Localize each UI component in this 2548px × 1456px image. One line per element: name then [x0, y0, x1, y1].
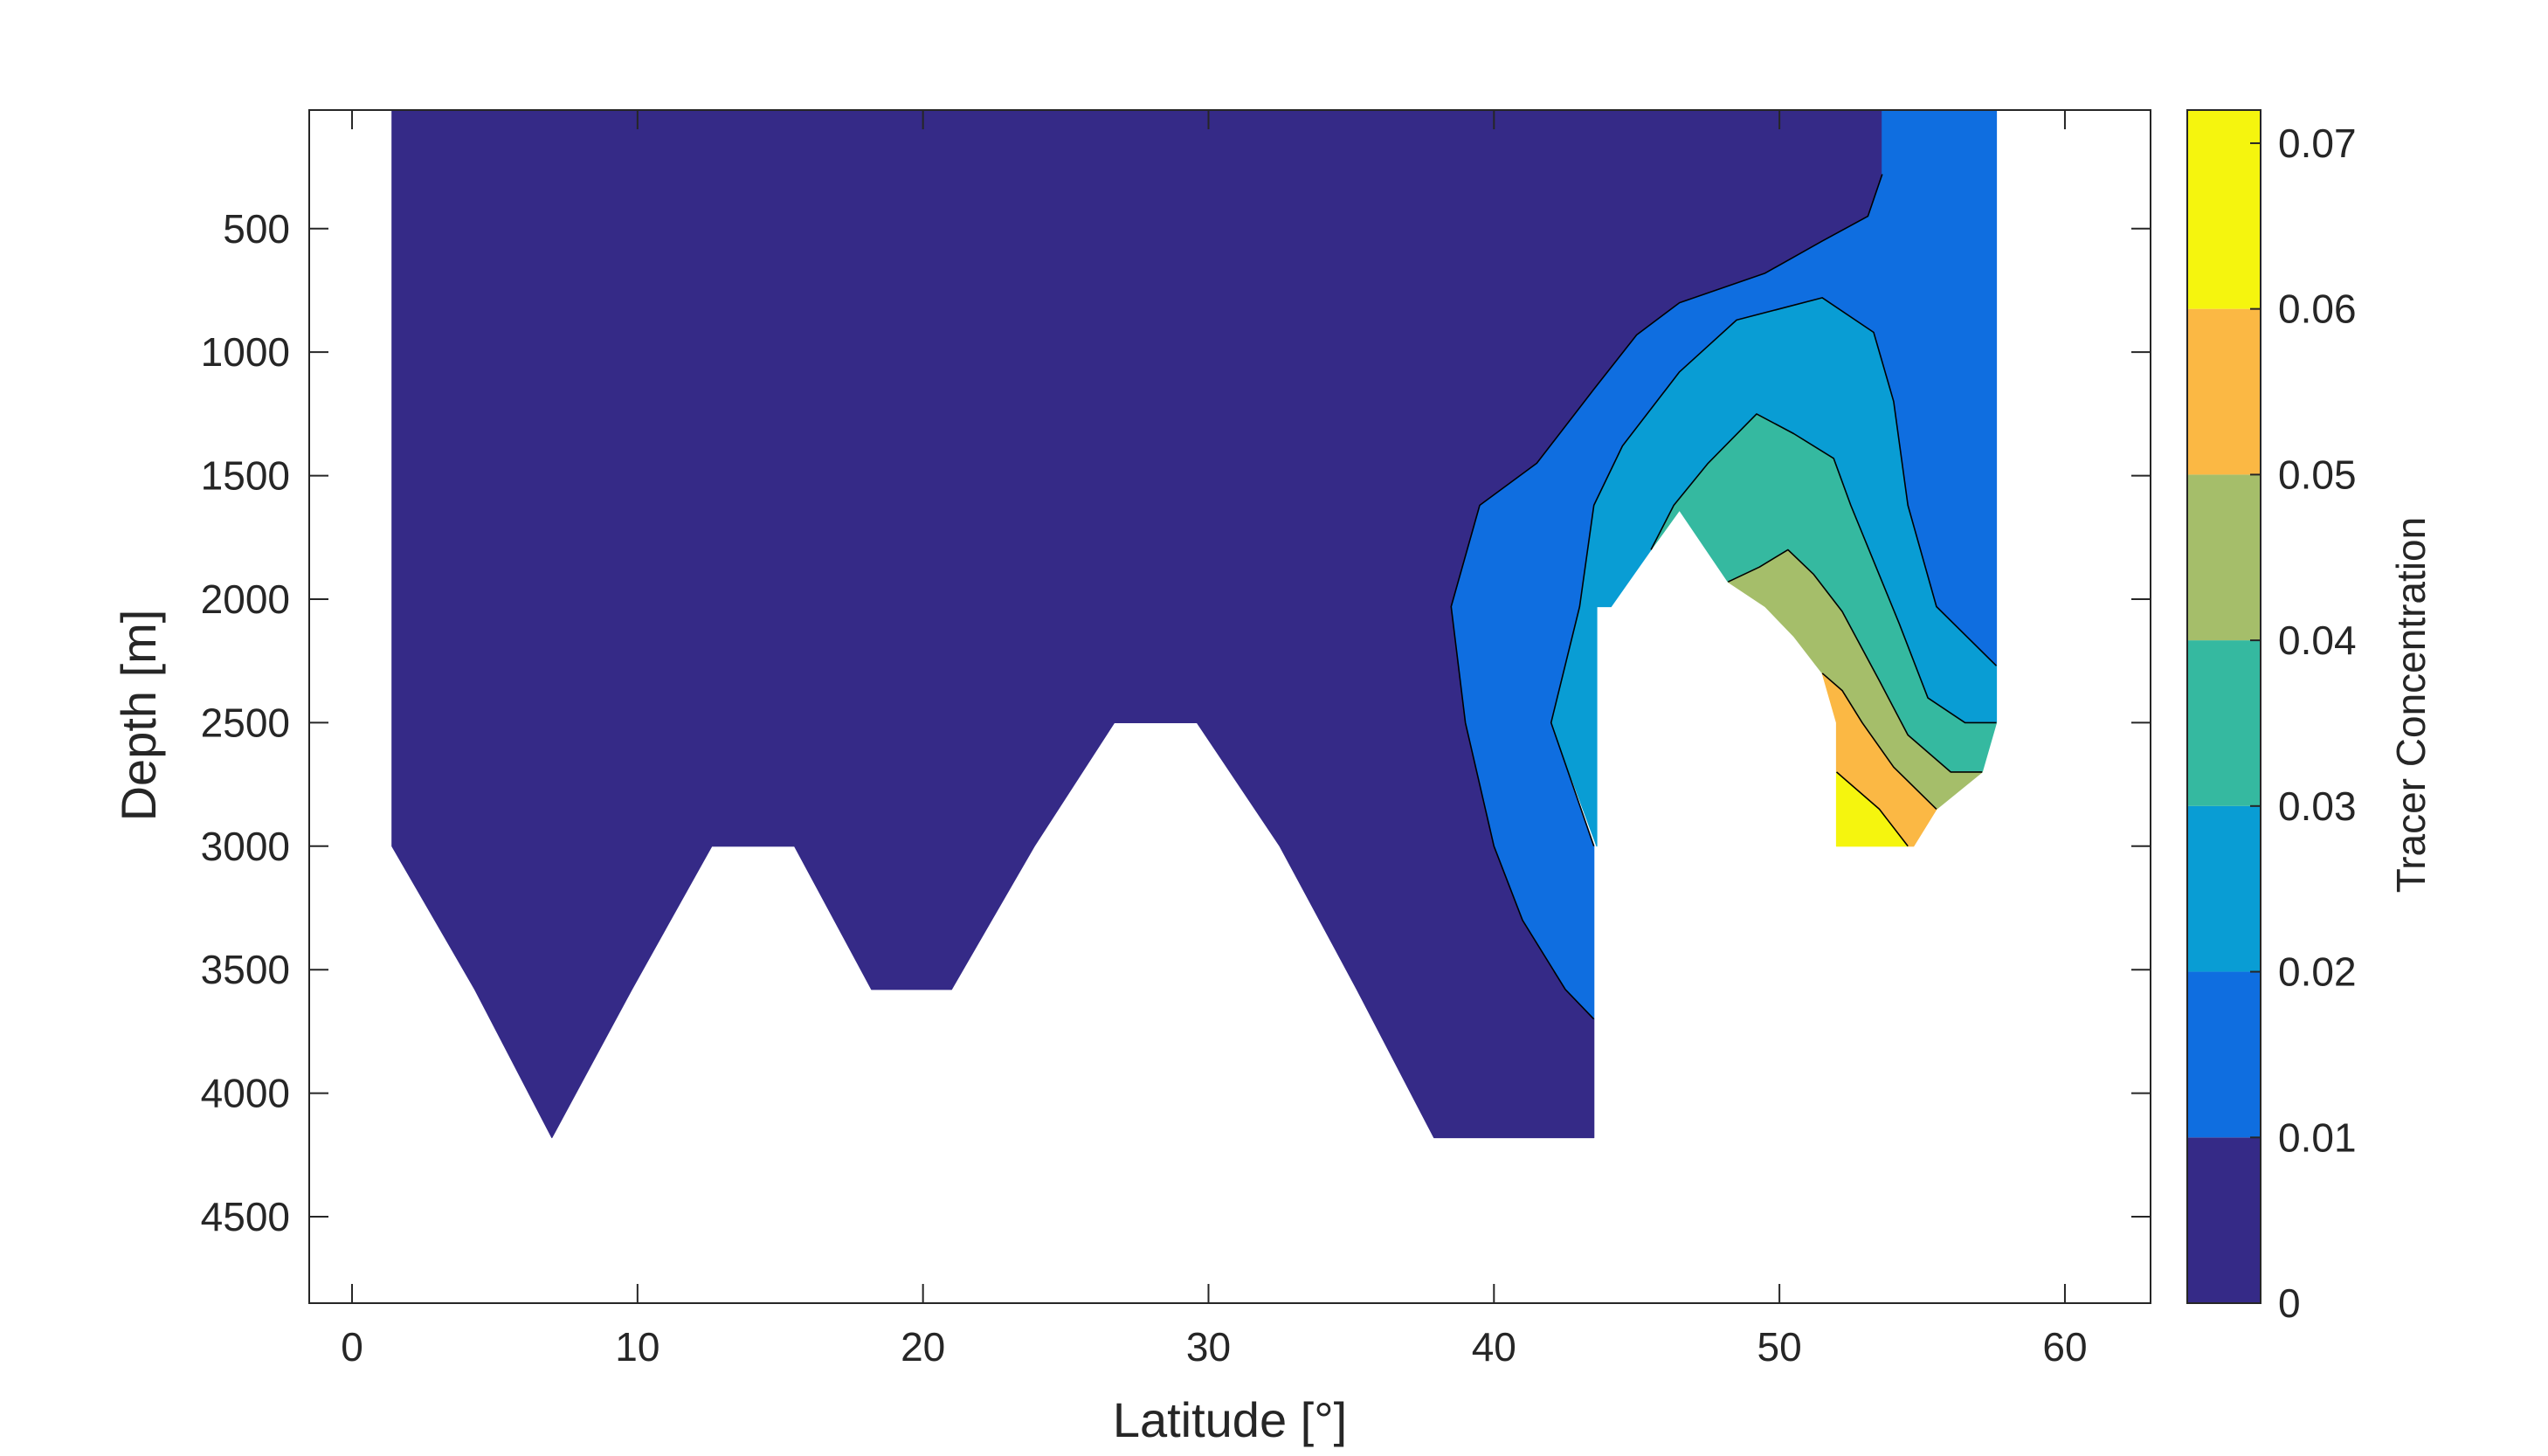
contour-line-1: [1550, 297, 1998, 847]
colorbar-tick-label: 0.04: [2278, 618, 2357, 663]
x-tick-label: 20: [901, 1324, 945, 1370]
colorbar-segment: [2187, 474, 2261, 641]
colorbar-segment: [2187, 971, 2261, 1138]
y-tick-label: 500: [223, 206, 290, 252]
y-tick-label: 3500: [201, 947, 290, 992]
x-axis: 0 10 20 30 40 50 60: [341, 110, 2088, 1370]
colorbar-tick-label: 0.01: [2278, 1114, 2357, 1160]
contour-line-0: [1450, 174, 1883, 1020]
y-axis: 500 1000 1500 2000 2500 3000 3500 4000 4500: [201, 206, 2151, 1239]
y-tick-label: 1000: [201, 329, 290, 375]
x-tick-label: 30: [1186, 1324, 1231, 1370]
colorbar-segment: [2187, 805, 2261, 972]
x-tick-label: 0: [341, 1324, 363, 1370]
x-axis-title: Latitude [°]: [1113, 1392, 1347, 1447]
x-tick-label: 10: [615, 1324, 659, 1370]
colorbar-segment: [2187, 308, 2261, 475]
contour-line-3: [1727, 549, 1983, 773]
colorbar-title: Tracer Concentration: [2388, 517, 2434, 893]
colorbar-tick-label: 0.02: [2278, 949, 2357, 995]
colorbar-tick-label: 0.03: [2278, 783, 2357, 829]
contour-line-5: [1835, 771, 1909, 847]
colorbar-tick-label: 0.06: [2278, 286, 2357, 332]
colorbar-tick-label: 0.05: [2278, 452, 2357, 497]
plot-frame: [308, 109, 2151, 1304]
y-tick-label: 1500: [201, 453, 290, 499]
y-tick-label: 2500: [201, 700, 290, 745]
x-tick-label: 50: [1757, 1324, 1802, 1370]
contour-line-4: [1821, 673, 1937, 810]
y-tick-label: 3000: [201, 824, 290, 869]
y-tick-label: 4500: [201, 1194, 290, 1239]
colorbar-tick-label: 0.07: [2278, 121, 2357, 166]
colorbar-frame: [2186, 109, 2261, 1304]
colorbar-segment: [2187, 640, 2261, 806]
x-tick-label: 60: [2042, 1324, 2087, 1370]
y-axis-title: Depth [m]: [111, 610, 166, 822]
colorbar-tick-label: 0: [2278, 1280, 2301, 1326]
colorbar: 0 0.01 0.02 0.03 0.04 0.05 0.06 0.07: [2186, 109, 2357, 1326]
colorbar-segment: [2187, 1137, 2261, 1303]
contour-line-layer: [1450, 174, 1998, 1020]
y-tick-label: 2000: [201, 576, 290, 622]
colorbar-segment: [2187, 110, 2261, 309]
y-tick-label: 4000: [201, 1071, 290, 1116]
contour-fill-layer: [391, 109, 1998, 1139]
contour-line-2: [1650, 413, 1997, 724]
contour-region-0: [391, 109, 1883, 1139]
x-tick-label: 40: [1472, 1324, 1516, 1370]
